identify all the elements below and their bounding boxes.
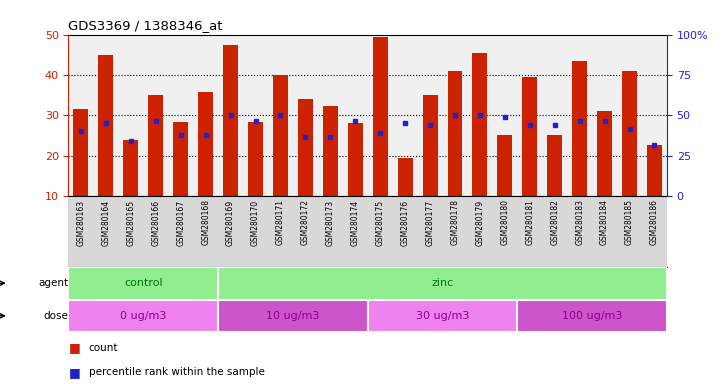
Text: GSM280186: GSM280186 bbox=[650, 199, 659, 245]
Bar bbox=[68, 300, 218, 332]
Text: GSM280169: GSM280169 bbox=[226, 199, 235, 245]
Bar bbox=[373, 36, 388, 236]
Text: control: control bbox=[124, 278, 163, 288]
Text: agent: agent bbox=[38, 278, 68, 288]
Text: GSM280183: GSM280183 bbox=[575, 199, 584, 245]
Text: GSM280170: GSM280170 bbox=[251, 199, 260, 245]
Bar bbox=[198, 92, 213, 236]
Text: GSM280182: GSM280182 bbox=[550, 199, 559, 245]
Text: ■: ■ bbox=[68, 366, 80, 379]
Bar bbox=[547, 134, 562, 236]
Bar bbox=[348, 123, 363, 236]
Text: 0 ug/m3: 0 ug/m3 bbox=[120, 311, 167, 321]
Bar bbox=[398, 157, 412, 236]
Text: 30 ug/m3: 30 ug/m3 bbox=[416, 311, 469, 321]
Bar bbox=[173, 122, 188, 236]
Text: GSM280185: GSM280185 bbox=[625, 199, 634, 245]
Bar bbox=[597, 111, 612, 236]
Text: GDS3369 / 1388346_at: GDS3369 / 1388346_at bbox=[68, 19, 223, 32]
Text: GSM280177: GSM280177 bbox=[425, 199, 435, 245]
Text: GSM280165: GSM280165 bbox=[126, 199, 136, 245]
Text: GSM280173: GSM280173 bbox=[326, 199, 335, 245]
Bar bbox=[323, 106, 338, 236]
Text: GSM280168: GSM280168 bbox=[201, 199, 210, 245]
Bar bbox=[123, 140, 138, 236]
Text: count: count bbox=[89, 343, 118, 353]
Text: GSM280181: GSM280181 bbox=[526, 199, 534, 245]
Text: GSM280176: GSM280176 bbox=[401, 199, 410, 245]
Text: GSM280175: GSM280175 bbox=[376, 199, 385, 245]
Bar bbox=[423, 95, 438, 236]
Bar bbox=[472, 53, 487, 236]
Bar bbox=[218, 267, 667, 300]
Bar bbox=[98, 55, 113, 236]
Text: GSM280174: GSM280174 bbox=[350, 199, 360, 245]
Bar bbox=[273, 75, 288, 236]
Text: 10 ug/m3: 10 ug/m3 bbox=[266, 311, 319, 321]
Text: zinc: zinc bbox=[431, 278, 454, 288]
Text: 100 ug/m3: 100 ug/m3 bbox=[562, 311, 622, 321]
Bar bbox=[74, 109, 89, 236]
Text: GSM280180: GSM280180 bbox=[500, 199, 509, 245]
Bar bbox=[518, 300, 667, 332]
Bar bbox=[68, 267, 218, 300]
Text: GSM280184: GSM280184 bbox=[600, 199, 609, 245]
Bar bbox=[248, 122, 263, 236]
Bar bbox=[647, 146, 662, 236]
Text: GSM280171: GSM280171 bbox=[276, 199, 285, 245]
Text: percentile rank within the sample: percentile rank within the sample bbox=[89, 367, 265, 377]
Bar bbox=[223, 45, 238, 236]
Bar bbox=[149, 95, 163, 236]
Text: GSM280178: GSM280178 bbox=[451, 199, 459, 245]
Bar bbox=[298, 99, 313, 236]
Bar bbox=[522, 77, 537, 236]
Text: GSM280172: GSM280172 bbox=[301, 199, 310, 245]
Bar bbox=[218, 300, 368, 332]
Bar bbox=[622, 71, 637, 236]
Text: dose: dose bbox=[43, 311, 68, 321]
Text: GSM280163: GSM280163 bbox=[76, 199, 86, 245]
Text: ■: ■ bbox=[68, 341, 80, 354]
Text: GSM280167: GSM280167 bbox=[176, 199, 185, 245]
Text: GSM280166: GSM280166 bbox=[151, 199, 160, 245]
Bar bbox=[448, 71, 462, 236]
Text: GSM280179: GSM280179 bbox=[475, 199, 485, 245]
Text: GSM280164: GSM280164 bbox=[102, 199, 110, 245]
Bar bbox=[368, 300, 518, 332]
Bar bbox=[572, 61, 587, 236]
Bar bbox=[497, 136, 513, 236]
